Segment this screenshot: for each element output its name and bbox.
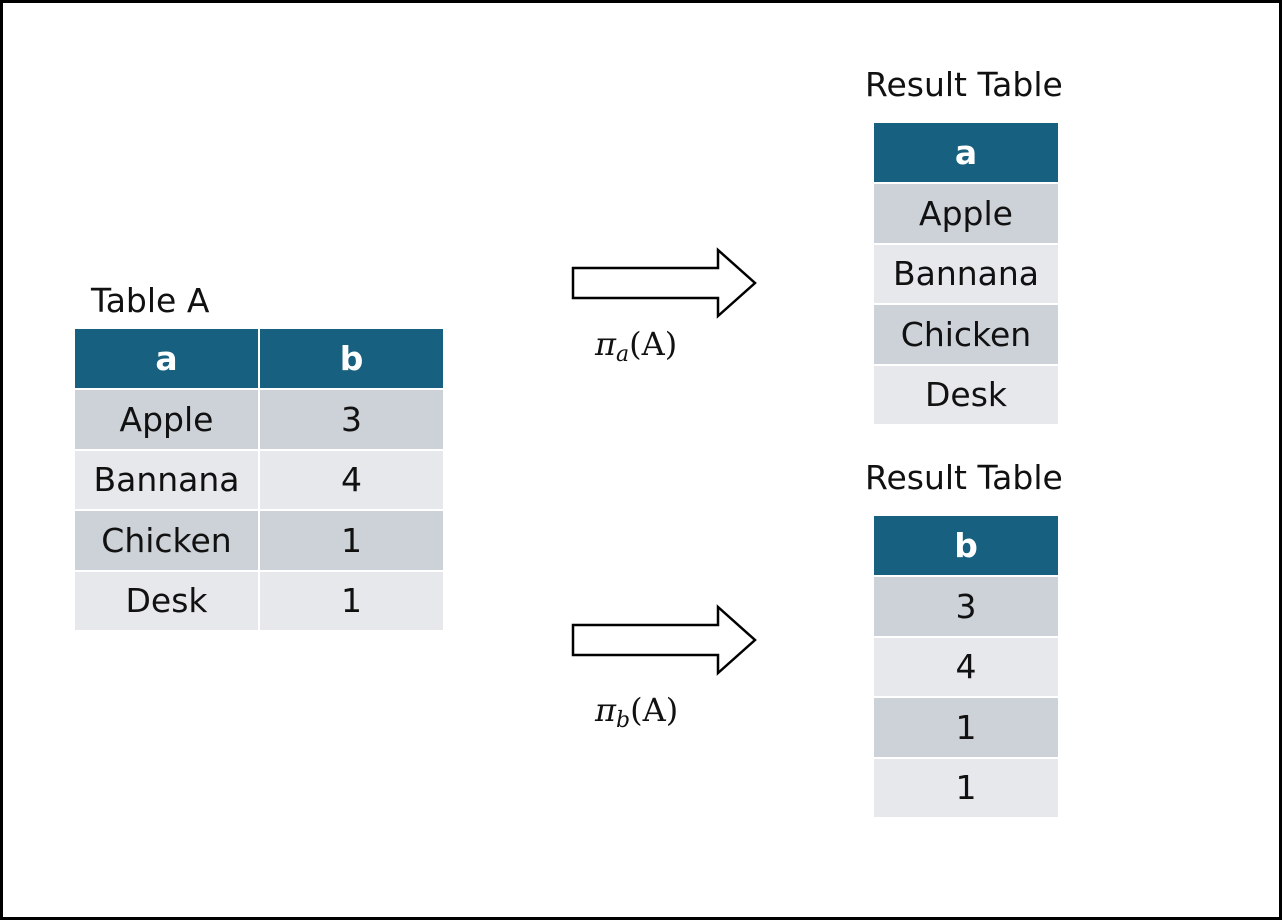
result-b-header-row: b	[874, 516, 1058, 577]
table-row: 4	[874, 637, 1058, 698]
table-row: Chicken 1	[75, 511, 443, 572]
table-a-cell-b: 4	[260, 450, 443, 511]
projection-argument: (A)	[629, 325, 678, 363]
pi-symbol: π	[595, 691, 617, 729]
table-a-cell-a: Desk	[75, 571, 260, 632]
projection-argument: (A)	[630, 691, 679, 729]
table-row: Desk	[874, 365, 1058, 426]
projection-a-formula: πa(A)	[595, 325, 677, 367]
arrow-right-icon	[571, 604, 757, 676]
result-b-cell: 4	[874, 637, 1058, 698]
table-a: a b Apple 3 Bannana 4 Chicken 1 Desk 1	[75, 329, 443, 632]
table-a-cell-a: Bannana	[75, 450, 260, 511]
result-a-cell: Apple	[874, 184, 1058, 245]
result-a-cell: Desk	[874, 365, 1058, 426]
projection-b-formula: πb(A)	[595, 691, 678, 733]
result-a-cell: Chicken	[874, 305, 1058, 366]
table-row: Apple	[874, 184, 1058, 245]
table-a-cell-b: 3	[260, 390, 443, 451]
result-b-cell: 1	[874, 758, 1058, 819]
table-row: Chicken	[874, 305, 1058, 366]
table-a-header-a: a	[75, 329, 260, 390]
table-row: 3	[874, 577, 1058, 638]
pi-symbol: π	[595, 325, 617, 363]
table-row: Bannana 4	[75, 450, 443, 511]
table-a-header-b: b	[260, 329, 443, 390]
table-a-cell-b: 1	[260, 511, 443, 572]
result-a-header-row: a	[874, 123, 1058, 184]
table-a-title: Table A	[91, 281, 210, 320]
result-b-header: b	[874, 516, 1058, 577]
result-a-cell: Bannana	[874, 244, 1058, 305]
arrow-right-icon	[571, 247, 757, 319]
table-a-cell-a: Apple	[75, 390, 260, 451]
table-row: Bannana	[874, 244, 1058, 305]
table-a-header-row: a b	[75, 329, 443, 390]
result-a-header: a	[874, 123, 1058, 184]
table-row: Apple 3	[75, 390, 443, 451]
result-table-b-title: Result Table	[865, 458, 1063, 497]
result-table-a: a Apple Bannana Chicken Desk	[874, 123, 1058, 426]
table-a-cell-b: 1	[260, 571, 443, 632]
table-row: Desk 1	[75, 571, 443, 632]
table-row: 1	[874, 698, 1058, 759]
table-row: 1	[874, 758, 1058, 819]
result-b-cell: 1	[874, 698, 1058, 759]
projection-subscript: a	[616, 342, 630, 367]
table-a-cell-a: Chicken	[75, 511, 260, 572]
result-table-b: b 3 4 1 1	[874, 516, 1058, 819]
result-table-a-title: Result Table	[865, 65, 1063, 104]
projection-subscript: b	[616, 708, 631, 733]
result-b-cell: 3	[874, 577, 1058, 638]
